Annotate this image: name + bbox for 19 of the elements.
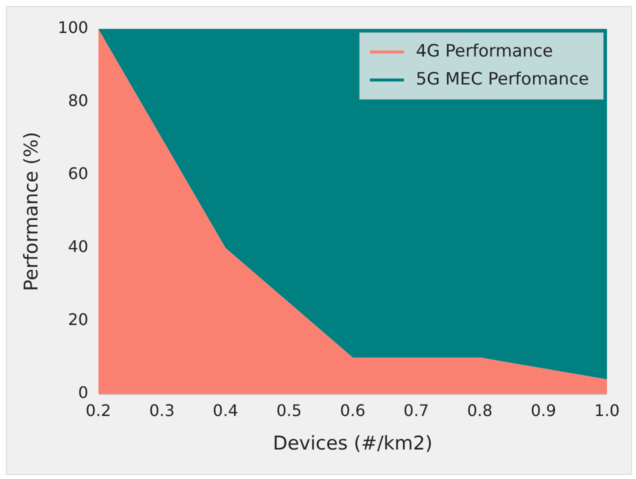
y-tick-label: 60 (68, 164, 88, 184)
x-tick-label: 0.2 (86, 400, 112, 420)
legend-label: 5G MEC Perfomance (416, 69, 590, 90)
y-tick-label: 40 (68, 237, 88, 256)
x-tick-label: 1.0 (594, 400, 620, 420)
x-tick-label: 0.9 (530, 400, 556, 420)
x-tick-label: 0.3 (149, 400, 175, 420)
y-tick-label: 0 (78, 383, 88, 402)
x-tick-label: 0.8 (467, 400, 493, 420)
x-tick-label: 0.6 (340, 400, 366, 420)
legend-label: 4G Performance (416, 41, 554, 62)
x-tick-label: 0.5 (276, 400, 302, 420)
y-tick-label: 100 (58, 18, 88, 38)
y-tick-label: 20 (68, 310, 88, 330)
x-tick-label: 0.4 (212, 400, 238, 420)
y-tick-label: 80 (68, 91, 88, 110)
x-tick-label: 0.7 (404, 400, 429, 420)
y-axis-title: Performance (%) (20, 132, 42, 292)
x-axis-title: Devices (#/km2) (272, 432, 433, 455)
